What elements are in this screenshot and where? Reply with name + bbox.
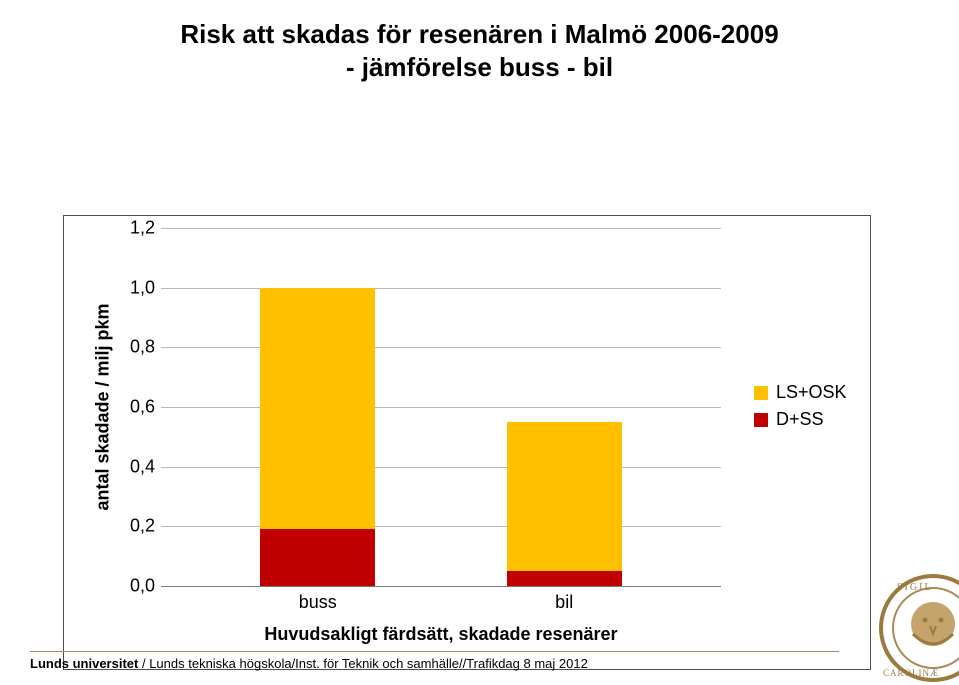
y-tick-label: 0,6	[130, 397, 161, 418]
footer-bold-prefix: Lunds universitet	[30, 656, 138, 671]
y-tick-label: 0,0	[130, 576, 161, 597]
bar-bil	[507, 228, 622, 586]
x-axis-baseline	[161, 586, 721, 587]
legend-swatch-icon	[754, 386, 768, 400]
x-axis-title: Huvudsakligt färdsätt, skadade resenärer	[264, 624, 617, 645]
y-tick-label: 0,8	[130, 337, 161, 358]
legend-swatch-icon	[754, 413, 768, 427]
y-axis-title: antal skadade / milj pkm	[93, 303, 114, 510]
bar-segment-d_ss	[260, 529, 375, 586]
y-tick-label: 1,0	[130, 277, 161, 298]
x-category-label: buss	[299, 586, 337, 613]
footer-rule	[30, 651, 839, 652]
y-tick-label: 0,4	[130, 456, 161, 477]
footer: Lunds universitet / Lunds tekniska högsk…	[30, 651, 839, 671]
grid-line	[161, 288, 721, 289]
university-seal-icon: SIGIL CAROLINÆ	[855, 573, 959, 683]
bar-segment-ls_osk	[260, 288, 375, 530]
svg-text:CAROLINÆ: CAROLINÆ	[883, 668, 939, 678]
legend-label: LS+OSK	[776, 382, 847, 403]
grid-line	[161, 526, 721, 527]
legend-label: D+SS	[776, 409, 824, 430]
chart-frame: 0,0 0,2 0,4 0,6 0,8 1,0 1,2 antal skadade / mi…	[63, 215, 871, 670]
legend-item-d_ss: D+SS	[754, 409, 847, 430]
grid-line	[161, 347, 721, 348]
y-tick-label: 1,2	[130, 218, 161, 239]
grid-line	[161, 228, 721, 229]
legend-item-ls_osk: LS+OSK	[754, 382, 847, 403]
grid-line	[161, 467, 721, 468]
svg-text:SIGIL: SIGIL	[897, 582, 933, 593]
slide-title: Risk att skadas för resenären i Malmö 20…	[90, 18, 869, 83]
y-tick-label: 0,2	[130, 516, 161, 537]
slide-title-line2: - jämförelse buss - bil	[346, 52, 613, 82]
plot-area: 0,00,20,40,60,81,01,2 antal skadade / mi…	[161, 228, 721, 586]
grid-line	[161, 407, 721, 408]
legend: LS+OSK D+SS	[754, 376, 847, 436]
slide-title-line1: Risk att skadas för resenären i Malmö 20…	[180, 19, 778, 49]
footer-text: Lunds universitet / Lunds tekniska högsk…	[30, 656, 839, 671]
bar-segment-d_ss	[507, 571, 622, 586]
bar-segment-ls_osk	[507, 422, 622, 571]
bar-buss	[260, 228, 375, 586]
x-category-label: bil	[555, 586, 573, 613]
